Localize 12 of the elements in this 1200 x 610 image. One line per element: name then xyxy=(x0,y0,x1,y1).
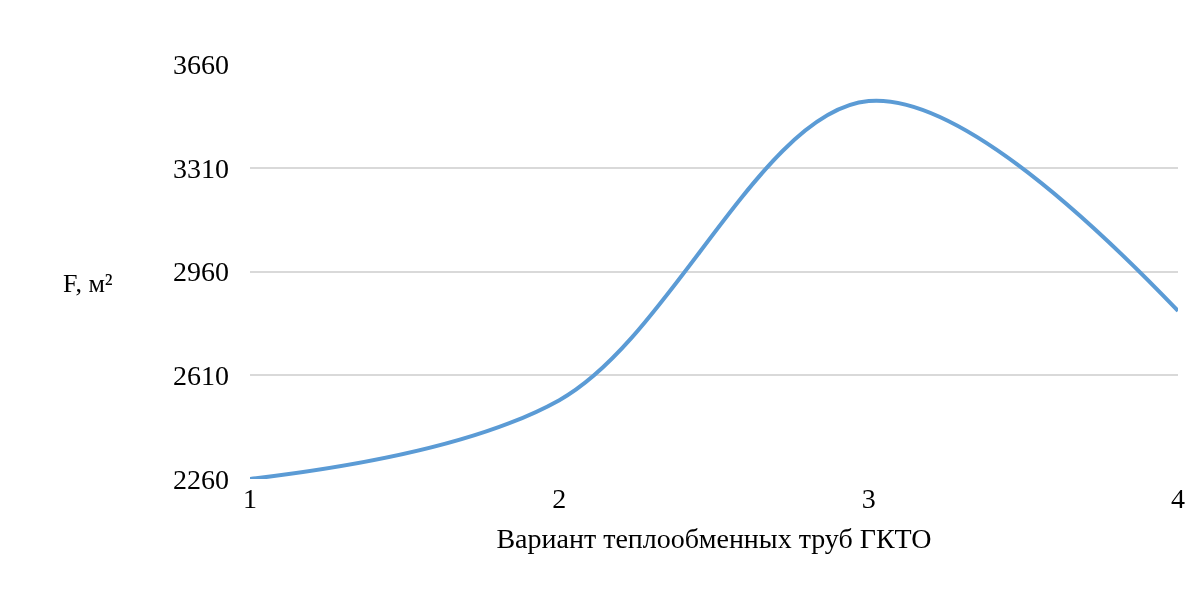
y-axis-title: F, м² xyxy=(63,269,113,298)
y-tick-label: 2960 xyxy=(173,256,229,288)
y-tick-label: 2260 xyxy=(173,463,229,495)
y-tick-label: 3310 xyxy=(173,152,229,184)
line-series xyxy=(250,99,1178,479)
x-tick-label: 3 xyxy=(861,483,876,514)
x-tick-label: 1 xyxy=(243,483,257,514)
x-tick-label: 4 xyxy=(1171,483,1185,514)
y-tick-label: 3660 xyxy=(173,48,229,80)
x-axis-title: Вариант теплообменных труб ГКТО xyxy=(496,523,932,555)
x-tick-label: 2 xyxy=(552,483,567,514)
y-tick-label: 2610 xyxy=(173,360,229,392)
